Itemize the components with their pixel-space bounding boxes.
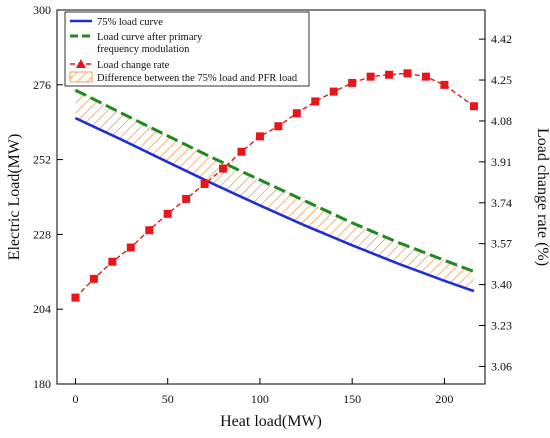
rate-point bbox=[182, 194, 191, 203]
x-tick-label: 0 bbox=[72, 392, 78, 406]
y-right-tick-label: 3.40 bbox=[491, 278, 512, 292]
rate-point bbox=[329, 87, 338, 96]
rate-point bbox=[71, 293, 80, 302]
y-left-tick-label: 300 bbox=[33, 3, 51, 17]
rate-point bbox=[421, 72, 430, 81]
y-left-tick-label: 228 bbox=[33, 227, 51, 241]
fill-layer bbox=[75, 90, 474, 292]
legend-label-pfr-load-line2: frequency modulation bbox=[97, 44, 190, 55]
rate-point bbox=[237, 147, 246, 156]
rate-point bbox=[145, 226, 154, 235]
y-axis-right-title: Load change rate (%) bbox=[534, 128, 550, 266]
axes-layer bbox=[56, 9, 486, 385]
legend: 75% load curve Load curve after primary … bbox=[64, 11, 310, 87]
y-left-tick-label: 252 bbox=[33, 153, 51, 167]
rate-point bbox=[403, 69, 412, 78]
legend-label-load-change-rate: Load change rate bbox=[97, 60, 170, 71]
y-axis-left-title: Electric Load(MW) bbox=[6, 134, 23, 261]
x-tick-label: 50 bbox=[162, 392, 174, 406]
legend-triangle-marker bbox=[76, 59, 86, 68]
series-line-0 bbox=[74, 116, 475, 293]
series-layer bbox=[71, 69, 478, 302]
y-right-tick-label: 4.42 bbox=[491, 32, 512, 46]
y-right-tick-label: 4.25 bbox=[491, 73, 512, 87]
legend-label-75-load: 75% load curve bbox=[97, 17, 163, 28]
rate-point bbox=[440, 80, 449, 89]
x-tick-label: 150 bbox=[343, 392, 361, 406]
rate-point bbox=[385, 70, 394, 79]
y-left-tick-label: 204 bbox=[33, 302, 51, 316]
rate-point bbox=[108, 257, 117, 266]
rate-point bbox=[126, 243, 135, 252]
rate-point bbox=[366, 72, 375, 81]
y-left-tick-label: 180 bbox=[33, 377, 51, 391]
rate-point bbox=[348, 78, 357, 87]
y-right-tick-label: 3.91 bbox=[491, 155, 512, 169]
x-tick-label: 200 bbox=[435, 392, 453, 406]
y-right-tick-label: 4.08 bbox=[491, 114, 512, 128]
y-right-tick-label: 3.57 bbox=[491, 237, 512, 251]
legend-label-pfr-load-line1: Load curve after primary bbox=[97, 32, 203, 43]
rate-point bbox=[255, 132, 264, 141]
y-left-tick-label: 276 bbox=[33, 78, 51, 92]
rate-point bbox=[200, 180, 209, 189]
rate-point bbox=[219, 164, 228, 173]
rate-point bbox=[311, 97, 320, 106]
x-axis-title: Heat load(MW) bbox=[220, 413, 322, 430]
y-right-tick-label: 3.23 bbox=[491, 319, 512, 333]
rate-point bbox=[274, 122, 283, 131]
series-line-1 bbox=[74, 88, 475, 273]
legend-swatch-difference bbox=[69, 71, 93, 83]
difference-hatch-area bbox=[75, 90, 474, 292]
rate-point bbox=[469, 102, 478, 111]
ticks-layer: 0 50 100 150 200 180 204 228 252 276 300 3.06 3.23 3.… bbox=[33, 3, 512, 406]
y-right-tick-label: 3.74 bbox=[491, 196, 512, 210]
legend-box bbox=[64, 11, 310, 87]
y-right-tick-label: 3.06 bbox=[491, 359, 512, 373]
rate-point bbox=[89, 274, 98, 283]
x-tick-label: 100 bbox=[251, 392, 269, 406]
plot-frame bbox=[56, 9, 486, 385]
legend-label-difference: Difference between the 75% load and PFR … bbox=[97, 73, 298, 84]
rate-point bbox=[292, 109, 301, 118]
rate-point bbox=[163, 209, 172, 218]
